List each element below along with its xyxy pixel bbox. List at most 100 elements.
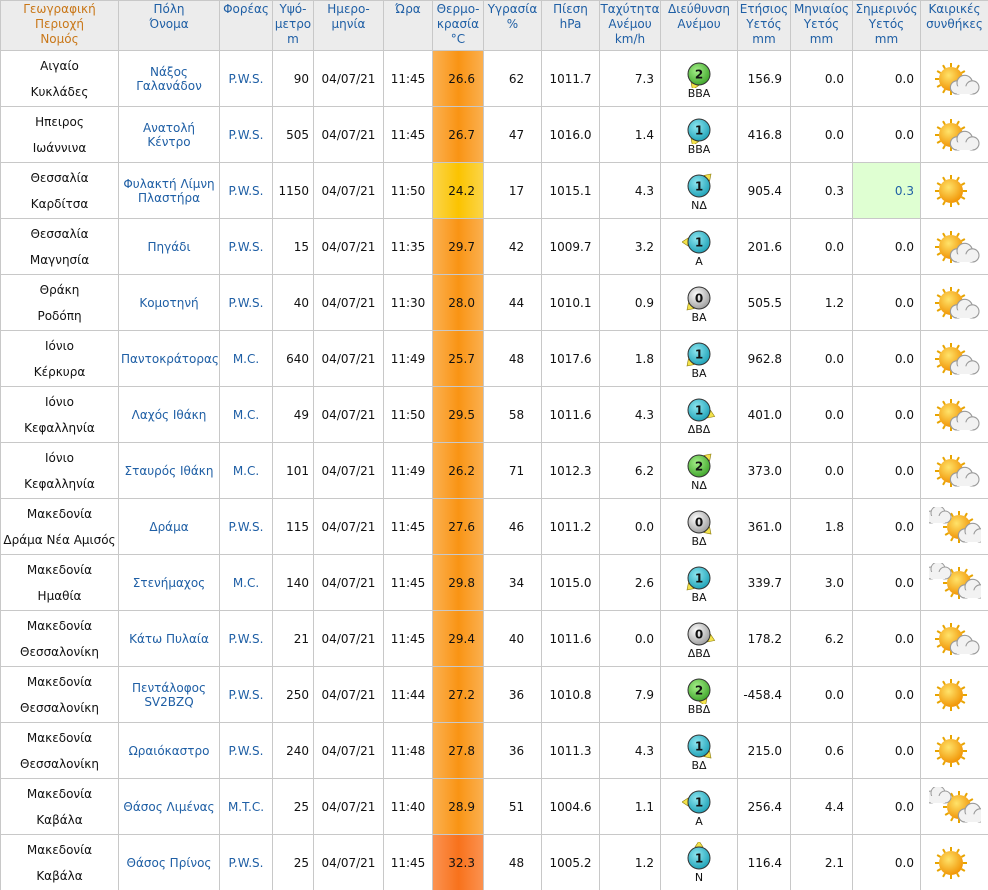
sun-ray xyxy=(941,624,946,629)
badge-circle xyxy=(687,230,711,253)
prefecture: Μαγνησία xyxy=(29,252,90,267)
weather-icon xyxy=(934,118,980,151)
city-link[interactable]: Ωραιόκαστρο xyxy=(128,743,210,758)
cloud xyxy=(957,578,981,599)
header-line: Μηνιαίος xyxy=(793,2,850,16)
annual-rain: 156.9 xyxy=(737,50,791,107)
city-link[interactable]: Κομοτηνή xyxy=(139,295,199,310)
sun-ray xyxy=(936,125,941,130)
city-link[interactable]: Κάτω Πυλαία xyxy=(129,631,209,646)
wind-direction: ΔΒΔ xyxy=(687,422,711,436)
header-line: mm xyxy=(874,32,899,46)
city-cell: Πεντάλοφος SV2BZQ xyxy=(118,666,220,723)
city-link[interactable]: Φυλακτή Λίμνη Πλαστήρα xyxy=(123,176,215,205)
wind-badge: 1 xyxy=(687,841,711,869)
city-link[interactable]: Δράμα xyxy=(149,519,189,534)
weather-cell xyxy=(920,666,988,723)
monthly-rain: 0.0 xyxy=(790,50,853,107)
header-line: Υγρασία xyxy=(487,2,538,16)
city-cell: Δράμα xyxy=(118,498,220,555)
header-row: Γεωγραφική Περιοχή Νομός Πόλη Όνομα Φορέας Υψό… xyxy=(0,0,988,51)
city-cell: Ανατολή Κέντρο xyxy=(118,106,220,163)
city-link[interactable]: Σταυρός Ιθάκη xyxy=(124,463,214,478)
header-line: Υετός xyxy=(746,17,782,31)
sun-ray xyxy=(963,568,968,573)
humidity: 62 xyxy=(483,50,542,107)
city-link[interactable]: Στενήμαχος xyxy=(132,575,206,590)
city-link[interactable]: Λαχός Ιθάκη xyxy=(131,407,207,422)
wind-direction: ΒΒΑ xyxy=(687,142,711,156)
sun-ray xyxy=(968,517,973,522)
wind-badge: 1 xyxy=(687,118,711,144)
sun-ray xyxy=(941,368,946,373)
city-link[interactable]: Παντοκράτορας xyxy=(121,351,219,366)
altitude: 115 xyxy=(272,498,314,555)
region: Μακεδονία xyxy=(26,506,93,521)
daily-rain: 0.0 xyxy=(852,610,921,667)
weather-icon xyxy=(934,286,980,319)
city-cell: Στενήμαχος xyxy=(118,554,220,611)
wind-force: 1 xyxy=(695,235,703,249)
wind-speed: 4.3 xyxy=(599,386,661,443)
wind-cell: 0 ΒΑ xyxy=(660,274,738,331)
weather-icon xyxy=(928,786,981,823)
wind-cell: 0 ΔΒΔ xyxy=(660,610,738,667)
pressure: 1004.6 xyxy=(541,778,600,835)
annual-rain: 215.0 xyxy=(737,722,791,779)
prefecture: Κέρκυρα xyxy=(33,364,86,379)
date: 04/07/21 xyxy=(313,50,384,107)
wind-badge: 1 xyxy=(687,173,712,197)
cloud-base xyxy=(964,533,980,542)
header-line: μηνία xyxy=(331,17,366,31)
wind-direction: ΝΔ xyxy=(691,478,707,492)
humidity: 42 xyxy=(483,218,542,275)
icon-group xyxy=(934,678,967,711)
header-line: Πόλη xyxy=(153,2,185,16)
city-link[interactable]: Θάσος Πρίνος xyxy=(126,855,212,870)
time: 11:45 xyxy=(383,106,433,163)
wind-force: 2 xyxy=(695,683,703,697)
sun-ray xyxy=(960,293,965,298)
wind-direction: ΒΒΑ xyxy=(687,86,711,100)
wind-cell: 2 ΝΔ xyxy=(660,442,738,499)
time: 11:45 xyxy=(383,554,433,611)
city-link[interactable]: Θάσος Λιμένας xyxy=(123,799,215,814)
table-body: Αιγαίο Κυκλάδες Νάξος Γαλανάδον P.W.S. 90 04/… xyxy=(0,50,988,890)
sun-ray xyxy=(960,699,965,704)
header-line: Ταχύτητα xyxy=(600,2,660,16)
wind-speed: 1.4 xyxy=(599,106,661,163)
city-link[interactable]: Πηγάδι xyxy=(147,239,191,254)
prefecture: Καβάλα xyxy=(36,868,83,883)
region: Μακεδονία xyxy=(26,618,93,633)
wind-arrow xyxy=(682,796,689,807)
wind-direction: ΒΔ xyxy=(691,758,707,772)
city-link[interactable]: Νάξος Γαλανάδον xyxy=(136,64,202,93)
cloud-base xyxy=(956,645,972,654)
sun-ray xyxy=(968,573,973,578)
wind-force: 0 xyxy=(695,291,703,305)
wind-speed: 3.2 xyxy=(599,218,661,275)
date: 04/07/21 xyxy=(313,554,384,611)
annual-rain: 962.8 xyxy=(737,330,791,387)
sun-ray xyxy=(941,648,946,653)
weather-cell xyxy=(920,274,988,331)
icon-group xyxy=(934,622,980,655)
wind-arrow xyxy=(682,236,689,247)
station-row: Θεσσαλία Μαγνησία Πηγάδι P.W.S. 15 04/07/21 11… xyxy=(0,218,988,275)
city-link[interactable]: Ανατολή Κέντρο xyxy=(142,120,196,149)
wind-speed: 0.0 xyxy=(599,610,661,667)
city-link[interactable]: Πεντάλοφος SV2BZQ xyxy=(131,680,207,709)
operator: P.W.S. xyxy=(219,218,273,275)
sun-ray xyxy=(949,592,954,597)
icon-group xyxy=(934,342,980,375)
header-line: % xyxy=(506,17,519,31)
pressure: 1011.7 xyxy=(541,50,600,107)
prefecture: Κεφαλληνία xyxy=(24,420,95,435)
wind-force: 1 xyxy=(695,851,703,865)
column-header: Πόλη Όνομα xyxy=(118,0,220,51)
region-cell: Μακεδονία Ημαθία xyxy=(0,554,119,611)
badge-circle xyxy=(687,454,711,477)
